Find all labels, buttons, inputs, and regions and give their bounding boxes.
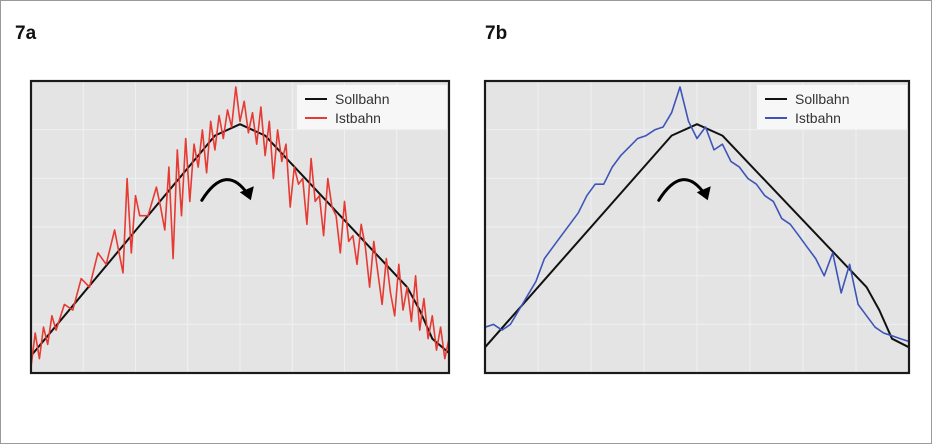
series-line-sollbahn — [485, 123, 909, 349]
legend-entry-istbahn-label: Istbahn — [335, 110, 381, 126]
legend: Sollbahn Istbahn — [297, 85, 447, 129]
grid — [31, 81, 449, 373]
legend-entry-istbahn-label: Istbahn — [795, 110, 841, 126]
panel-label-a: 7a — [15, 23, 37, 44]
plot-border — [29, 79, 451, 375]
series-line-istbahn — [485, 86, 909, 343]
curved-arrow-right-icon — [200, 178, 254, 202]
legend-entry-sollbahn-label: Sollbahn — [335, 91, 390, 107]
plot-border — [483, 79, 911, 375]
series-group — [31, 86, 449, 368]
series-line-sollbahn — [31, 123, 449, 357]
curved-arrow-right-icon — [657, 178, 711, 202]
chart-panel-a: Sollbahn Istbahn — [29, 79, 451, 375]
panel-label-b: 7b — [485, 23, 508, 44]
series-group — [485, 86, 909, 349]
legend-box — [757, 85, 907, 129]
legend-entry-sollbahn-label: Sollbahn — [795, 91, 850, 107]
legend: Sollbahn Istbahn — [757, 85, 907, 129]
series-line-istbahn — [31, 86, 449, 368]
legend-box — [297, 85, 447, 129]
chart-panel-b: Sollbahn Istbahn — [483, 79, 911, 375]
